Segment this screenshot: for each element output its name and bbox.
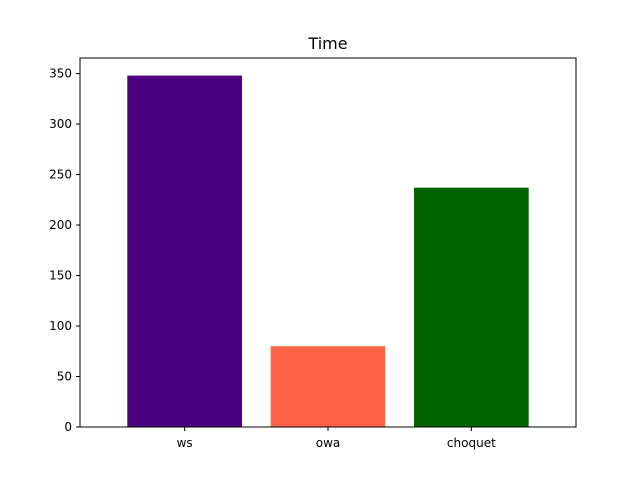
y-tick-label-100: 100 [49,319,72,333]
plot-frame [79,57,577,428]
y-tick-label-50: 50 [57,370,72,384]
y-tick-label-200: 200 [49,218,72,232]
y-tick-label-150: 150 [49,269,72,283]
bars-group [127,75,529,428]
x-tick-label-choquet: choquet [447,436,496,450]
y-tick-label-300: 300 [49,117,72,131]
x-tick-label-ws: ws [177,436,193,450]
y-tick-label-250: 250 [49,168,72,182]
chart-title: Time [307,34,347,53]
x-axis: ws owa choquet [177,427,496,450]
y-tick-label-0: 0 [64,420,72,434]
bar-owa [270,346,386,427]
bar-ws [127,75,242,428]
y-tick-label-350: 350 [49,67,72,81]
y-axis: 0 50 100 150 200 250 300 350 [49,67,80,434]
x-tick-label-owa: owa [316,436,341,450]
bar-choquet [414,187,529,427]
